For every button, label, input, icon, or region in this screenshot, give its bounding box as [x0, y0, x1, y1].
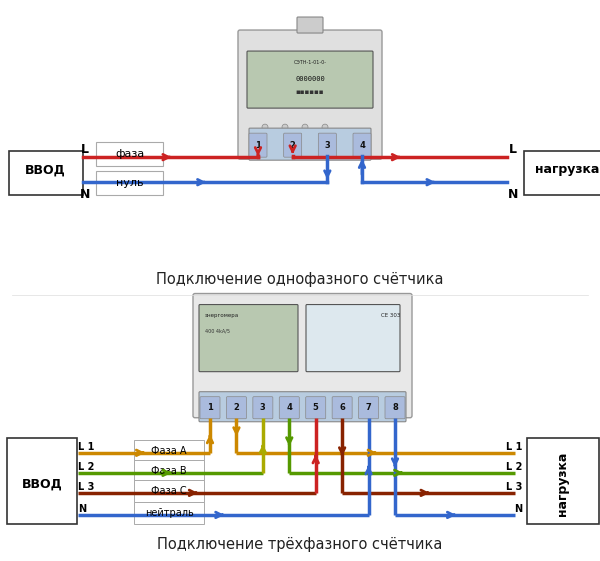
FancyBboxPatch shape: [7, 438, 77, 524]
FancyBboxPatch shape: [134, 502, 204, 524]
FancyBboxPatch shape: [9, 151, 83, 195]
Text: L 2: L 2: [78, 462, 94, 472]
FancyBboxPatch shape: [238, 30, 382, 159]
Text: Фаза С: Фаза С: [151, 486, 187, 496]
FancyBboxPatch shape: [284, 133, 302, 157]
FancyBboxPatch shape: [134, 460, 204, 482]
Text: 3: 3: [325, 141, 330, 150]
Circle shape: [322, 124, 328, 130]
Text: 3: 3: [260, 403, 266, 412]
FancyBboxPatch shape: [527, 438, 599, 524]
FancyBboxPatch shape: [297, 17, 323, 33]
Text: 6: 6: [339, 403, 345, 412]
FancyBboxPatch shape: [249, 133, 267, 157]
FancyBboxPatch shape: [353, 133, 371, 157]
Text: СЕ 303: СЕ 303: [380, 313, 400, 318]
Circle shape: [282, 124, 288, 130]
Circle shape: [262, 124, 268, 130]
Text: нагрузка: нагрузка: [556, 452, 569, 516]
Text: N: N: [78, 504, 86, 514]
Text: 5: 5: [313, 403, 319, 412]
FancyBboxPatch shape: [199, 305, 298, 372]
Text: 4: 4: [286, 403, 292, 412]
FancyBboxPatch shape: [306, 305, 400, 372]
Text: L 2: L 2: [506, 462, 522, 472]
FancyBboxPatch shape: [253, 397, 273, 419]
Text: L 1: L 1: [506, 442, 522, 452]
Text: ВВОД: ВВОД: [25, 163, 65, 176]
FancyBboxPatch shape: [134, 480, 204, 502]
Circle shape: [302, 124, 308, 130]
FancyBboxPatch shape: [193, 293, 412, 418]
FancyBboxPatch shape: [96, 171, 163, 195]
Text: фаза: фаза: [115, 149, 145, 159]
Text: L: L: [509, 142, 517, 155]
Text: нейтраль: нейтраль: [145, 508, 193, 518]
Text: 400 4kA/5: 400 4kA/5: [205, 328, 230, 333]
Text: 1: 1: [207, 403, 213, 412]
Text: 4: 4: [359, 141, 365, 150]
Text: ВВОД: ВВОД: [22, 477, 62, 490]
Text: L: L: [81, 142, 89, 155]
Text: Подключение однофазного счётчика: Подключение однофазного счётчика: [156, 272, 444, 287]
Text: Фаза В: Фаза В: [151, 466, 187, 476]
FancyBboxPatch shape: [199, 392, 406, 422]
Text: Фаза А: Фаза А: [151, 446, 187, 456]
Text: 0000000: 0000000: [295, 76, 325, 82]
FancyBboxPatch shape: [279, 397, 299, 419]
FancyBboxPatch shape: [359, 397, 379, 419]
FancyBboxPatch shape: [247, 51, 373, 108]
Text: 8: 8: [392, 403, 398, 412]
FancyBboxPatch shape: [200, 397, 220, 419]
Text: N: N: [80, 188, 90, 201]
FancyBboxPatch shape: [134, 440, 204, 462]
Text: СЭТН-1-01-0-: СЭТН-1-01-0-: [293, 59, 326, 65]
Text: нуль: нуль: [116, 178, 144, 188]
FancyBboxPatch shape: [226, 397, 247, 419]
Text: 7: 7: [365, 403, 371, 412]
FancyBboxPatch shape: [524, 151, 600, 195]
Text: L 1: L 1: [78, 442, 94, 452]
FancyBboxPatch shape: [96, 142, 163, 166]
Text: L 3: L 3: [78, 482, 94, 492]
FancyBboxPatch shape: [332, 397, 352, 419]
Text: нагрузка: нагрузка: [535, 163, 599, 176]
Text: энергомера: энергомера: [205, 313, 239, 318]
Text: Подключение трёхфазного счётчика: Подключение трёхфазного счётчика: [157, 537, 443, 553]
Text: N: N: [514, 504, 522, 514]
Text: 2: 2: [290, 141, 296, 150]
FancyBboxPatch shape: [385, 397, 405, 419]
Text: 1: 1: [255, 141, 261, 150]
FancyBboxPatch shape: [249, 128, 371, 160]
Text: 2: 2: [233, 403, 239, 412]
FancyBboxPatch shape: [306, 397, 326, 419]
Text: ▪▪▪▪▪▪: ▪▪▪▪▪▪: [296, 89, 324, 95]
Text: N: N: [508, 188, 518, 201]
Text: L 3: L 3: [506, 482, 522, 492]
FancyBboxPatch shape: [319, 133, 337, 157]
